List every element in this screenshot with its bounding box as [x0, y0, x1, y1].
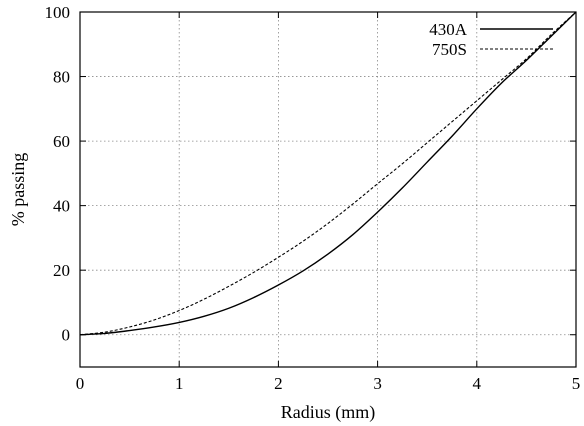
- data-series: [79, 11, 577, 336]
- grid: [80, 12, 576, 367]
- series-line-430a: [79, 11, 577, 336]
- y-tick-label: 60: [53, 132, 70, 151]
- axis-ticks: 0 1 2 3 4 5 0 20 40 60 80 100: [45, 3, 581, 393]
- x-tick-label: 5: [572, 374, 581, 393]
- y-tick-label: 40: [53, 197, 70, 216]
- x-tick-label: 0: [76, 374, 85, 393]
- x-tick-label: 1: [175, 374, 184, 393]
- y-axis-label: % passing: [8, 153, 28, 227]
- plot-frame: [79, 11, 577, 368]
- x-tick-label: 3: [373, 374, 382, 393]
- y-tick-label: 80: [53, 68, 70, 87]
- legend-label: 750S: [432, 40, 467, 59]
- x-axis-label: Radius (mm): [281, 402, 376, 423]
- y-tick-label: 100: [45, 3, 71, 22]
- legend-label: 430A: [429, 20, 468, 39]
- series-line-750s: [79, 11, 577, 336]
- y-tick-label: 20: [53, 261, 70, 280]
- x-tick-label: 2: [274, 374, 283, 393]
- x-tick-label: 4: [473, 374, 482, 393]
- y-tick-label: 0: [62, 326, 71, 345]
